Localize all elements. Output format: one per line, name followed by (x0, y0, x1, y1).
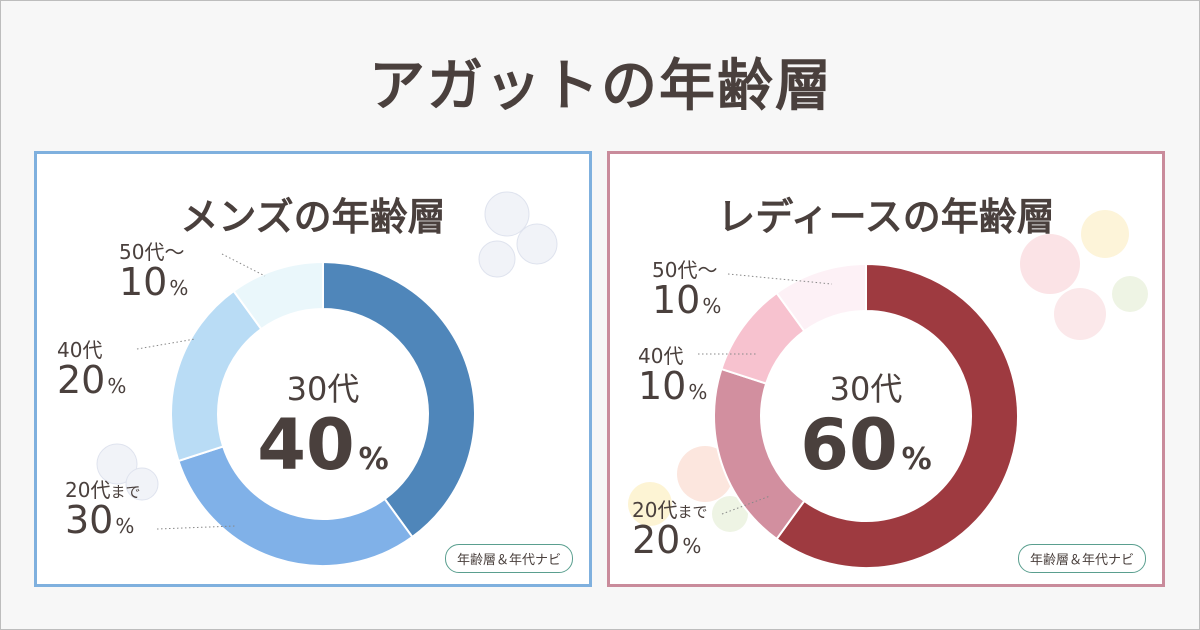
women-label-50s: 50代～ 10% (652, 258, 722, 322)
women-label-40s: 40代 10% (638, 344, 708, 408)
men-label-50s: 50代～ 10% (119, 240, 189, 304)
women-panel: レディースの年齢層 30代 60% 50代～ 10% 40代 10% 20代まで… (607, 151, 1165, 587)
men-center-age: 30代 (286, 370, 360, 408)
men-panel: メンズの年齢層 30代 40% 50代～ 10% 40代 20% 20代まで 3… (34, 151, 592, 587)
women-center-percent: 60% (800, 404, 932, 486)
men-label-40s: 40代 20% (57, 338, 127, 402)
men-center-label: 30代 40% (223, 364, 423, 480)
women-center-age: 30代 (829, 370, 903, 408)
men-slice-3 (232, 260, 324, 331)
women-slice-0 (775, 262, 1019, 569)
women-chart-title: レディースの年齢層 (717, 195, 1055, 239)
women-label-20s: 20代まで 20% (632, 498, 708, 562)
women-slice-3 (775, 262, 867, 333)
women-badge: 年齢層＆年代ナビ (1018, 544, 1147, 573)
women-leader-lines (698, 273, 833, 515)
men-chart-title: メンズの年齢層 (180, 195, 446, 239)
men-donut-chart (170, 260, 476, 567)
men-label-20s: 20代まで 30% (65, 478, 141, 542)
men-center-percent: 40% (257, 404, 389, 486)
men-slice-0 (322, 260, 476, 539)
women-donut-chart (713, 262, 1019, 569)
men-badge: 年齢層＆年代ナビ (445, 544, 574, 573)
women-center-label: 30代 60% (766, 364, 966, 480)
page-title: アガットの年齢層 (369, 54, 833, 119)
flower-decoration-icon (628, 210, 1148, 532)
men-leader-lines (136, 253, 266, 530)
flower-decoration-icon (96, 191, 558, 501)
